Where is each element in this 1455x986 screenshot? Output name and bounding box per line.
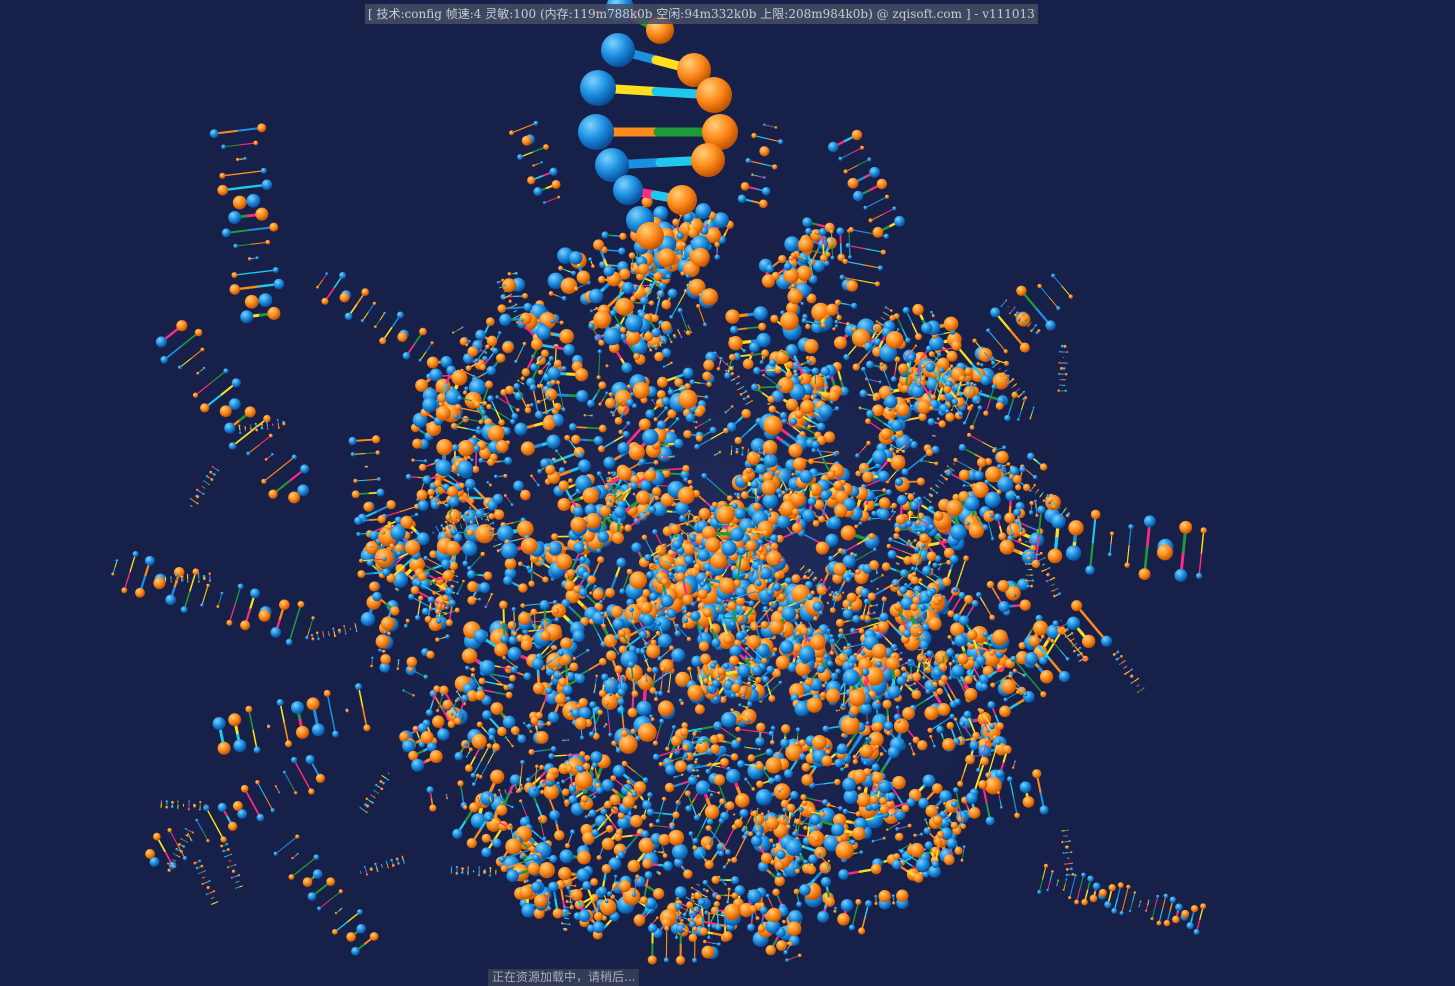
engine-status-bar: [ 技术:config 帧速:4 灵敏:100 (内存:119m788k0b 空… bbox=[365, 4, 1038, 24]
helix-group bbox=[111, 0, 1207, 986]
loading-message: 正在资源加载中，请稍后... bbox=[488, 969, 640, 986]
